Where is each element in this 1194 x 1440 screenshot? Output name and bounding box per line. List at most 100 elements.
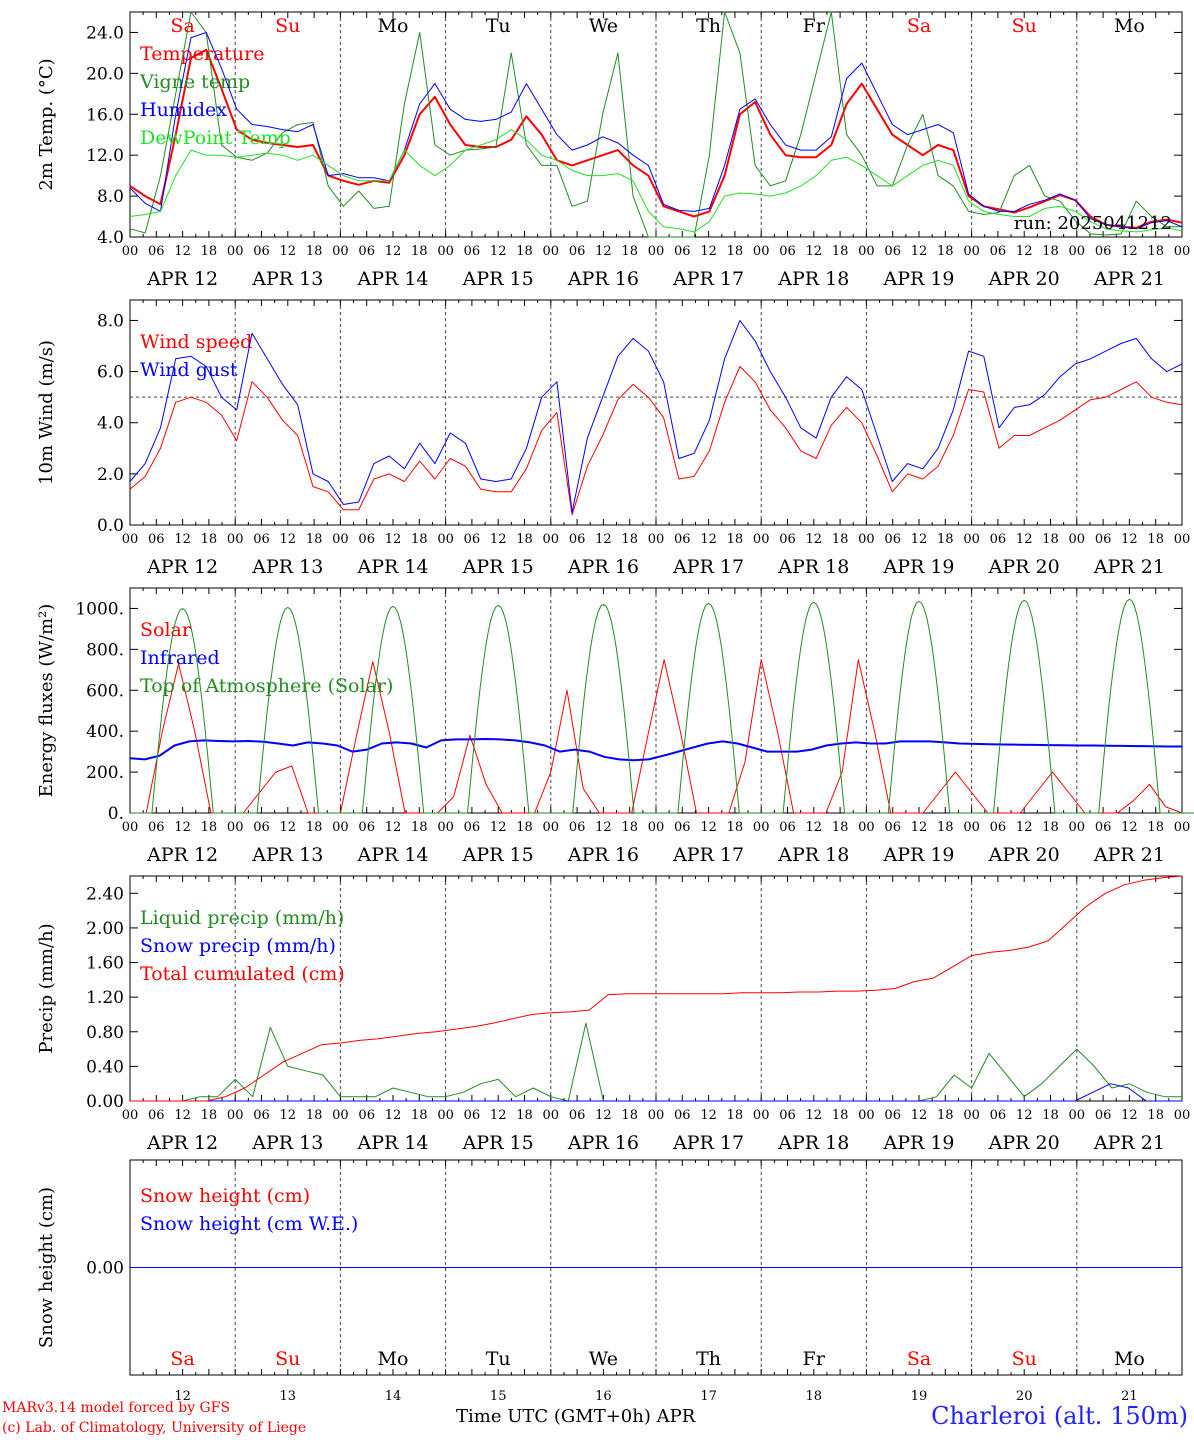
x-hour-label: 12 xyxy=(700,532,717,547)
day-number: 16 xyxy=(595,1389,612,1404)
x-hour-label: 12 xyxy=(174,532,191,547)
x-hour-label: 18 xyxy=(516,1108,533,1123)
x-hour-label: 18 xyxy=(516,820,533,835)
legend-entry: Vigne temp xyxy=(139,71,250,93)
day-number: 19 xyxy=(911,1389,928,1404)
y-tick-label: 4.0 xyxy=(97,228,124,248)
x-hour-label: 12 xyxy=(806,244,823,259)
x-date-label: APR 20 xyxy=(988,844,1060,866)
x-hour-label: 18 xyxy=(201,1108,218,1123)
x-hour-label: 18 xyxy=(411,532,428,547)
x-hour-label: 12 xyxy=(490,820,507,835)
run-annotation: run: 2025041212 xyxy=(1014,213,1172,234)
x-hour-label: 12 xyxy=(1121,532,1138,547)
x-hour-label: 00 xyxy=(437,532,454,547)
x-hour-label: 06 xyxy=(884,1108,901,1123)
x-hour-label: 18 xyxy=(1042,244,1059,259)
x-hour-label: 00 xyxy=(753,532,770,547)
y-tick-label: 20.0 xyxy=(86,64,124,84)
x-hour-label: 06 xyxy=(148,244,165,259)
x-hour-label: 06 xyxy=(569,820,586,835)
x-date-label: APR 20 xyxy=(988,1132,1060,1154)
x-hour-label: 12 xyxy=(1016,244,1033,259)
x-hour-label: 06 xyxy=(569,244,586,259)
y-tick-label: 0.0 xyxy=(97,516,124,536)
legend-entry: Wind speed xyxy=(140,331,252,353)
x-hour-label: 06 xyxy=(1095,1108,1112,1123)
x-date-label: APR 21 xyxy=(1093,268,1165,290)
x-hour-label: 00 xyxy=(437,1108,454,1123)
x-date-label: APR 19 xyxy=(882,844,954,866)
x-hour-label: 06 xyxy=(990,244,1007,259)
y-tick-label: 6.0 xyxy=(97,363,124,383)
x-hour-label: 18 xyxy=(1147,244,1164,259)
day-number: 15 xyxy=(490,1389,507,1404)
y-tick-label: 0. xyxy=(108,804,124,824)
panel-frame xyxy=(129,299,1183,526)
x-hour-label: 00 xyxy=(1069,532,1086,547)
y-tick-label: 0.40 xyxy=(86,1057,124,1077)
x-hour-label: 18 xyxy=(1042,1108,1059,1123)
x-hour-label: 12 xyxy=(911,532,928,547)
weekday-label: We xyxy=(589,15,618,37)
x-hour-label: 00 xyxy=(1069,820,1086,835)
x-hour-label: 18 xyxy=(832,820,849,835)
weekday-label: Mo xyxy=(378,1348,409,1370)
x-hour-label: 00 xyxy=(963,244,980,259)
x-hour-label: 00 xyxy=(122,1108,139,1123)
x-hour-label: 00 xyxy=(1174,1108,1191,1123)
weekday-label: Su xyxy=(275,1348,300,1370)
legend-entry: Snow height (cm) xyxy=(140,1185,310,1207)
x-hour-label: 12 xyxy=(280,244,297,259)
x-hour-label: 06 xyxy=(569,532,586,547)
weekday-label: Th xyxy=(696,15,721,37)
x-date-label: APR 20 xyxy=(988,268,1060,290)
x-hour-label: 12 xyxy=(806,1108,823,1123)
x-date-label: APR 15 xyxy=(462,1132,534,1154)
x-hour-label: 12 xyxy=(490,532,507,547)
x-hour-label: 12 xyxy=(1121,244,1138,259)
x-hour-label: 00 xyxy=(122,532,139,547)
x-date-label: APR 21 xyxy=(1093,1132,1165,1154)
x-hour-label: 06 xyxy=(1095,820,1112,835)
x-hour-label: 12 xyxy=(700,244,717,259)
x-date-label: APR 13 xyxy=(251,556,323,578)
x-hour-label: 06 xyxy=(674,532,691,547)
x-hour-label: 12 xyxy=(911,820,928,835)
x-hour-label: 12 xyxy=(1016,820,1033,835)
x-hour-label: 18 xyxy=(727,1108,744,1123)
weekday-label: Sa xyxy=(907,1348,931,1370)
x-hour-label: 18 xyxy=(621,1108,638,1123)
day-number: 17 xyxy=(700,1389,717,1404)
panel-frame xyxy=(129,587,1183,814)
x-hour-label: 00 xyxy=(543,1108,560,1123)
x-hour-label: 18 xyxy=(937,244,954,259)
legend-entry: Solar xyxy=(140,619,192,641)
legend-entry: Infrared xyxy=(140,647,220,669)
x-hour-label: 18 xyxy=(306,820,323,835)
x-date-label: APR 12 xyxy=(146,556,218,578)
x-hour-label: 06 xyxy=(884,532,901,547)
x-hour-label: 18 xyxy=(937,532,954,547)
x-date-label: APR 17 xyxy=(672,556,744,578)
x-hour-label: 06 xyxy=(990,820,1007,835)
y-tick-label: 8.0 xyxy=(97,187,124,207)
x-hour-label: 18 xyxy=(201,244,218,259)
y-tick-label: 1.20 xyxy=(86,988,124,1008)
weekday-label: Mo xyxy=(1114,1348,1145,1370)
weekday-label: Mo xyxy=(1114,15,1145,37)
x-date-label: APR 16 xyxy=(567,1132,639,1154)
x-date-label: APR 15 xyxy=(462,268,534,290)
x-hour-label: 00 xyxy=(963,820,980,835)
series-line xyxy=(129,738,1182,762)
series-line xyxy=(129,11,1182,238)
legend-entry: Snow height (cm W.E.) xyxy=(140,1213,358,1235)
weekday-label: Fr xyxy=(803,1348,826,1370)
x-hour-label: 00 xyxy=(648,244,665,259)
x-hour-label: 00 xyxy=(122,244,139,259)
x-hour-label: 06 xyxy=(779,244,796,259)
x-axis-title: Time UTC (GMT+0h) APR xyxy=(456,1406,696,1427)
x-hour-label: 06 xyxy=(779,820,796,835)
x-hour-label: 18 xyxy=(306,244,323,259)
